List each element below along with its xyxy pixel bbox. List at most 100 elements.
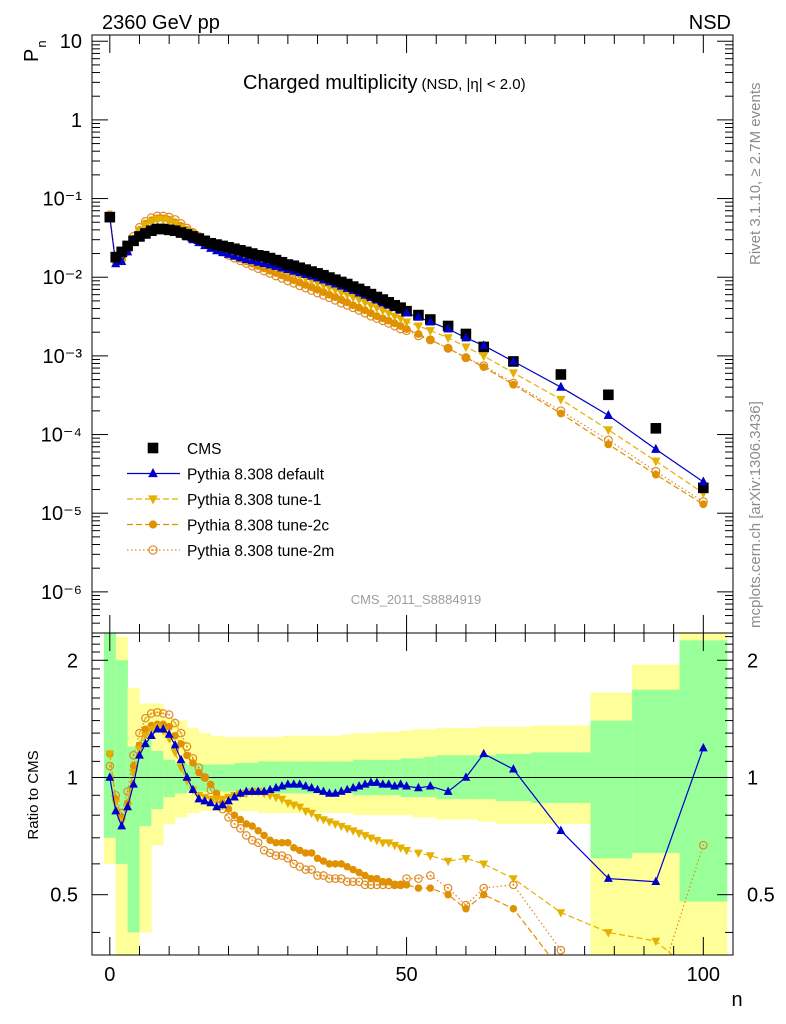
series-2-point-53 bbox=[444, 344, 453, 353]
ratio-1-point-54 bbox=[461, 855, 471, 864]
cms-point-20 bbox=[223, 242, 234, 253]
ratio-0-point-10 bbox=[164, 729, 174, 738]
series-0-point-27 bbox=[265, 259, 275, 269]
ratio-2-point-55 bbox=[479, 890, 488, 899]
series-2-point-29 bbox=[278, 271, 286, 280]
ratio-3-point-32-dot bbox=[298, 865, 301, 868]
cms-point-40 bbox=[341, 278, 353, 290]
series-1-point-35 bbox=[312, 279, 323, 289]
legend-label-1: Pythia 8.308 default bbox=[187, 467, 325, 484]
legend-label-2: Pythia 8.308 tune-1 bbox=[187, 492, 321, 509]
ratio-3-point-35 bbox=[313, 871, 322, 880]
band-green-34 bbox=[632, 689, 680, 853]
ratio-2-point-14 bbox=[189, 759, 197, 767]
ratio-2-point-20 bbox=[224, 805, 233, 813]
series-0-top-point-57 bbox=[556, 381, 566, 391]
ratio-3-point-14-dot bbox=[191, 757, 194, 760]
series-2-point-39 bbox=[337, 295, 346, 304]
ratio-3-point-33-dot bbox=[304, 868, 307, 871]
cms-point-17 bbox=[205, 237, 217, 249]
energy-label: 2360 GeV pp bbox=[102, 12, 220, 34]
cms-point-13 bbox=[181, 229, 193, 240]
cms-point-39 bbox=[335, 276, 347, 288]
y-tick-label-4: 10⁻³ bbox=[43, 346, 83, 368]
ratio-3-point-56-dot bbox=[512, 883, 515, 886]
ratio-1-point-46 bbox=[378, 839, 388, 848]
ratio-3-point-11 bbox=[170, 718, 180, 728]
ratio-3-point-0-dot bbox=[108, 765, 111, 767]
ratio-2-point-45 bbox=[373, 874, 381, 883]
ratio-0-point-16 bbox=[200, 795, 210, 805]
series-0-point-26 bbox=[259, 258, 269, 268]
ratio-3-point-29-dot bbox=[281, 854, 283, 857]
ratio-3-point-5-dot bbox=[138, 732, 141, 735]
ratio-3-point-37-dot bbox=[328, 877, 331, 880]
ratio-2-point-40 bbox=[343, 862, 351, 871]
analysis-watermark: CMS_2011_S8884919 bbox=[351, 592, 482, 607]
ratio-3-point-12-dot bbox=[180, 732, 182, 735]
cms-point-58 bbox=[603, 389, 614, 401]
ratio-1-point-18 bbox=[212, 795, 222, 805]
ratio-2-point-43 bbox=[361, 871, 369, 880]
series-1-point-11 bbox=[170, 220, 180, 229]
ratio-2-point-22 bbox=[236, 815, 245, 824]
legend: CMS Pythia 8.308 default Pythia 8.308 tune… bbox=[127, 441, 334, 560]
cms-point-57 bbox=[555, 369, 567, 380]
axes: 10 1 10⁻¹ 10⁻² 10⁻³ 10⁻⁴ 10⁻⁵ 10⁻⁶ 2 2 1 1 0.5 0.5 0 50… bbox=[41, 31, 775, 986]
ratio-frame bbox=[91, 632, 734, 956]
ratio-0-point-17 bbox=[206, 797, 216, 807]
cms-point-35 bbox=[312, 268, 323, 279]
ratio-3-point-36-dot bbox=[322, 874, 325, 877]
ratio-3-point-9 bbox=[158, 709, 168, 718]
ratio-1-point-53 bbox=[443, 857, 453, 867]
ratio-3-point-15-dot bbox=[197, 766, 200, 769]
ratio-3-point-13-dot bbox=[186, 745, 188, 748]
ratio-3-point-43-dot bbox=[364, 883, 366, 886]
cms-point-22 bbox=[235, 244, 246, 256]
legend-marker-2 bbox=[148, 495, 158, 505]
ratio-3-point-7-dot bbox=[150, 712, 153, 715]
ratio-2-point-48 bbox=[390, 881, 399, 889]
ratio-0-point-15 bbox=[194, 794, 204, 803]
cms-point-60 bbox=[698, 482, 709, 494]
ratio-1-point-42 bbox=[354, 829, 364, 839]
ratio-3-point-34 bbox=[307, 865, 316, 874]
series-0-point-19 bbox=[217, 247, 228, 257]
ratio-0-point-55 bbox=[479, 748, 489, 758]
ratio-2-point-50 bbox=[402, 881, 411, 889]
series-2-point-47 bbox=[384, 316, 393, 325]
series-2-point-51 bbox=[414, 330, 423, 338]
ratio-2-point-53 bbox=[444, 890, 452, 899]
ratio-1-point-59 bbox=[651, 937, 661, 947]
ratio-0-point-8 bbox=[152, 724, 162, 733]
legend-label-3: Pythia 8.308 tune-2c bbox=[187, 518, 329, 535]
ratio-3-point-35-dot bbox=[316, 874, 319, 877]
ratio-3-point-38 bbox=[331, 874, 340, 883]
ratio-3-point-0 bbox=[105, 761, 115, 771]
ratio-2-point-32 bbox=[295, 846, 304, 855]
ratio-1-point-45 bbox=[372, 836, 382, 846]
legend-label-0: CMS bbox=[187, 441, 221, 458]
ratio-3-point-24 bbox=[247, 835, 257, 845]
ratio-3-point-10 bbox=[164, 710, 174, 719]
ratio-2-point-35 bbox=[313, 854, 322, 863]
ratio-3-point-34-dot bbox=[310, 868, 313, 871]
series-3-point-54 bbox=[461, 353, 471, 363]
cms-point-59 bbox=[650, 423, 662, 434]
ratio-2-point-17 bbox=[206, 780, 215, 789]
ratio-0-point-35 bbox=[313, 784, 322, 794]
ratio-0-point-23 bbox=[241, 786, 251, 795]
series-1-point-49 bbox=[396, 314, 406, 324]
ratio-3-point-51-dot bbox=[417, 877, 420, 880]
ratio-0-point-4 bbox=[129, 779, 138, 788]
cms-point-24 bbox=[246, 248, 258, 259]
ratio-3-point-3-dot bbox=[126, 790, 129, 793]
ratio-2-point-52 bbox=[426, 884, 435, 892]
ratio-3-point-11-dot bbox=[174, 722, 176, 724]
series-0-point-20 bbox=[223, 249, 234, 258]
series-2-point-59 bbox=[651, 470, 660, 479]
ratio-2-point-47 bbox=[385, 877, 393, 886]
series-0-point-25 bbox=[253, 256, 263, 266]
ratio-3-point-9-dot bbox=[162, 712, 165, 715]
ratio-2-point-6 bbox=[141, 725, 150, 733]
